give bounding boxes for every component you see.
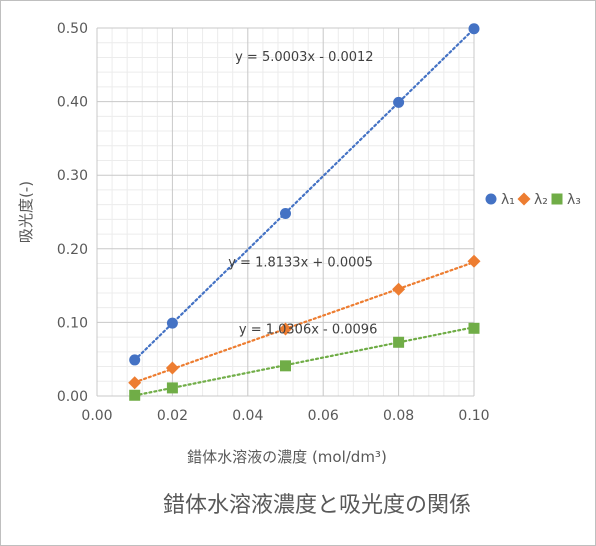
y-axis-title: 吸光度(-) (17, 181, 35, 243)
trendline (133, 326, 476, 397)
data-point (280, 207, 291, 219)
trendline-equation: y = 1.8133x + 0.0005 (228, 255, 373, 270)
data-point (392, 282, 406, 296)
data-point (165, 361, 179, 375)
x-tick-label: 0.04 (232, 408, 263, 424)
data-point (166, 382, 178, 394)
legend-label: λ₂ (534, 192, 548, 208)
trendline-equations: y = 5.0003x - 0.0012 y = 1.8133x + 0.0005… (228, 50, 377, 337)
x-axis-title: 錯体水溶液の濃度 (mol/dm³) (187, 448, 387, 466)
chart-title: 錯体水溶液濃度と吸光度の関係 (163, 493, 471, 518)
legend: λ₁ λ₂ λ₃ (485, 192, 581, 208)
data-point (393, 96, 405, 108)
major-gridlines (96, 27, 475, 397)
data-point (129, 354, 141, 366)
trendline-equation: y = 5.0003x - 0.0012 (235, 50, 373, 65)
data-point (467, 254, 481, 268)
y-tick-label: 0.20 (57, 242, 88, 258)
data-point (393, 336, 405, 348)
legend-marker (517, 192, 531, 206)
y-tick-label: 0.40 (57, 95, 88, 111)
legend-label: λ₃ (567, 192, 581, 208)
data-point (166, 317, 178, 329)
y-tick-label: 0.00 (57, 389, 88, 405)
data-point (129, 389, 141, 401)
data-point (468, 322, 480, 334)
data-point (280, 360, 291, 372)
legend-marker (551, 193, 563, 205)
x-tick-label: 0.02 (157, 408, 188, 424)
legend-label: λ₁ (501, 192, 515, 208)
trendline (133, 261, 476, 384)
data-point (468, 23, 480, 35)
tick-labels: 0.00 0.10 0.20 0.30 0.40 0.50 0.00 0.02 0.04 0.06… (57, 21, 490, 424)
y-tick-label: 0.30 (57, 168, 88, 184)
data-point (128, 376, 142, 390)
x-tick-label: 0.10 (458, 408, 489, 424)
minor-gridlines (97, 28, 474, 396)
data-point (279, 322, 292, 336)
trendline (133, 27, 476, 362)
x-tick-label: 0.08 (383, 408, 414, 424)
trendlines (133, 27, 476, 397)
y-tick-label: 0.10 (57, 315, 88, 331)
y-tick-label: 0.50 (57, 21, 88, 37)
x-tick-label: 0.00 (81, 408, 112, 424)
legend-marker (485, 193, 497, 205)
trendline-equation: y = 1.0306x - 0.0096 (239, 322, 377, 337)
data-markers (128, 23, 481, 401)
x-tick-label: 0.06 (308, 408, 339, 424)
